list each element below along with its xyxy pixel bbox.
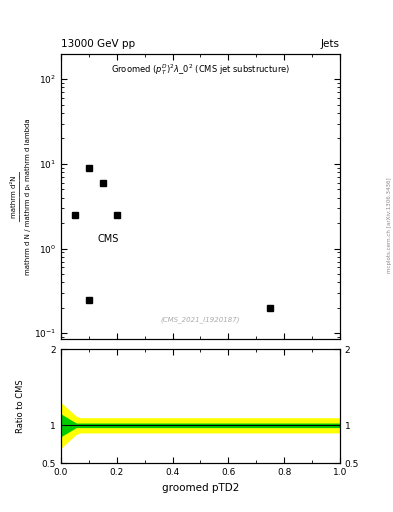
Text: (CMS_2021_I1920187): (CMS_2021_I1920187): [161, 317, 240, 324]
Y-axis label: mathrm d²N
────────────
mathrm d N / mathrm d pₜ mathrm d lambda: mathrm d²N ──────────── mathrm d N / mat…: [11, 118, 31, 275]
Text: 13000 GeV pp: 13000 GeV pp: [61, 38, 135, 49]
Text: mcplots.cern.ch [arXiv:1306.3436]: mcplots.cern.ch [arXiv:1306.3436]: [387, 178, 392, 273]
Y-axis label: Ratio to CMS: Ratio to CMS: [16, 379, 25, 433]
Text: Groomed $(p_T^D)^2\lambda\_0^2$ (CMS jet substructure): Groomed $(p_T^D)^2\lambda\_0^2$ (CMS jet…: [111, 62, 290, 77]
X-axis label: groomed pTD2: groomed pTD2: [162, 483, 239, 493]
Text: CMS: CMS: [97, 233, 119, 244]
Text: Jets: Jets: [321, 38, 340, 49]
